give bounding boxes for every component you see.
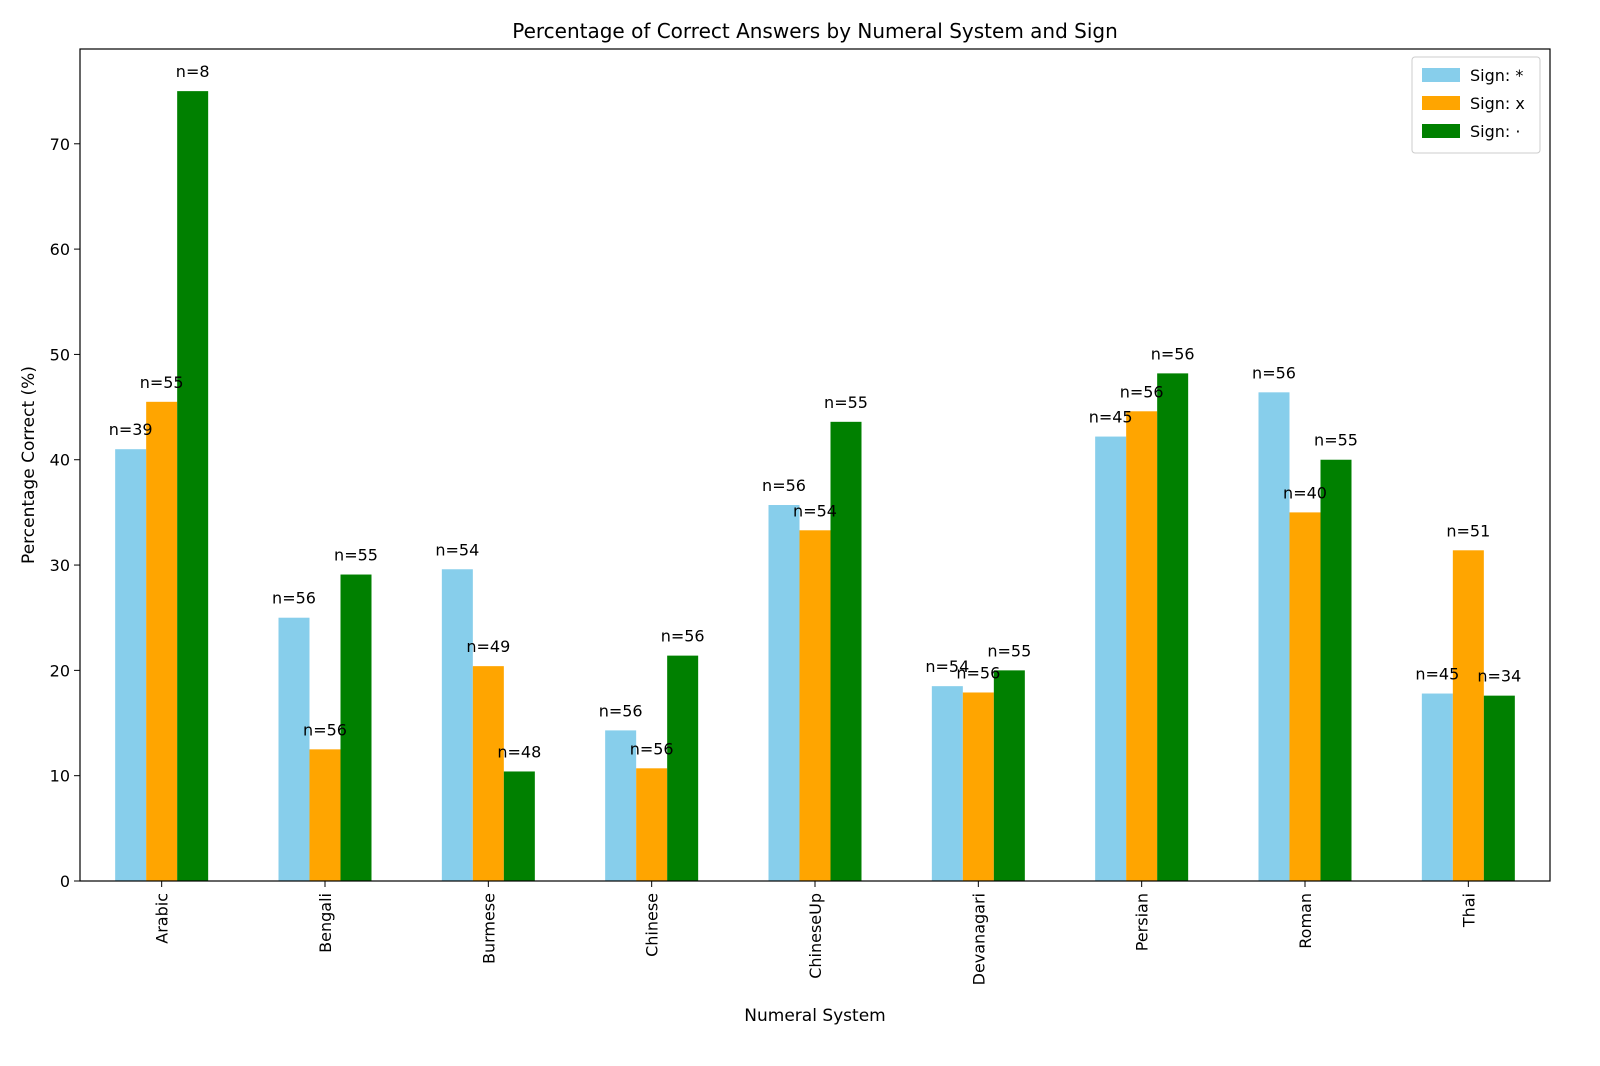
bar	[503, 771, 535, 881]
bar	[146, 401, 178, 881]
data-label: n=51	[1446, 521, 1490, 540]
bar	[1289, 512, 1321, 881]
y-tick-label: 70	[50, 135, 70, 154]
legend-swatch	[1422, 68, 1460, 82]
bar	[1157, 373, 1189, 881]
data-label: n=56	[303, 720, 347, 739]
y-tick-label: 60	[50, 240, 70, 259]
y-tick-label: 20	[50, 661, 70, 680]
x-tick-label: Chinese	[643, 893, 662, 957]
data-label: n=54	[435, 540, 479, 559]
legend: Sign: * Sign: x Sign: ·	[1411, 56, 1541, 154]
bar	[1095, 436, 1127, 881]
bar	[1452, 550, 1484, 881]
x-tick-label: Persian	[1133, 893, 1152, 951]
data-label: n=55	[334, 546, 378, 565]
data-label: n=48	[497, 742, 541, 761]
x-tick-label: Bengali	[316, 893, 335, 953]
bar	[1320, 459, 1352, 881]
y-tick-label: 30	[50, 556, 70, 575]
bar	[830, 421, 862, 881]
bar	[340, 574, 372, 881]
bar	[1421, 693, 1453, 881]
data-label: n=39	[109, 420, 153, 439]
bar	[1126, 411, 1158, 881]
data-label: n=40	[1283, 483, 1327, 502]
bar	[636, 768, 668, 881]
y-tick-label: 50	[50, 345, 70, 364]
bar	[768, 505, 800, 881]
data-label: n=49	[466, 637, 510, 656]
y-axis-label: Percentage Correct (%)	[19, 366, 39, 564]
data-label: n=8	[176, 62, 210, 81]
data-label: n=56	[272, 589, 316, 608]
bar	[441, 569, 473, 881]
data-label: n=45	[1415, 665, 1459, 684]
bar	[115, 449, 147, 881]
bar	[278, 617, 310, 881]
bar	[472, 666, 504, 881]
x-tick-label: Devanagari	[969, 893, 988, 985]
data-label: n=55	[824, 393, 868, 412]
bar	[1483, 695, 1515, 881]
data-label: n=55	[140, 373, 184, 392]
data-labels-layer: n=39n=55n=8n=56n=56n=55 n=54n=49n=48n=56n…	[109, 62, 1522, 761]
bar	[962, 692, 994, 881]
bar	[177, 91, 209, 881]
data-label: n=54	[925, 657, 969, 676]
bar	[309, 749, 341, 881]
y-tick-label: 0	[60, 872, 70, 891]
data-label: n=45	[1089, 408, 1133, 427]
bar	[667, 655, 699, 881]
data-label: n=56	[630, 739, 674, 758]
data-label: n=56	[1252, 363, 1296, 382]
y-axis: 0 10 20 30 40 50 60 70	[50, 135, 80, 891]
data-label: n=55	[987, 641, 1031, 660]
legend-swatch	[1422, 96, 1460, 110]
data-label: n=56	[599, 701, 643, 720]
x-axis-label: Numeral System	[744, 1006, 885, 1026]
bars-layer	[115, 91, 1515, 881]
x-tick-label: Thai	[1459, 893, 1478, 928]
legend-swatch	[1422, 124, 1460, 138]
legend-label: Sign: ·	[1470, 122, 1520, 141]
x-tick-label: ChineseUp	[806, 893, 825, 979]
bar	[799, 530, 831, 881]
x-tick-label: Arabic	[153, 893, 172, 944]
data-label: n=56	[956, 663, 1000, 682]
data-label: n=56	[762, 476, 806, 495]
y-tick-label: 10	[50, 767, 70, 786]
bar	[1258, 392, 1290, 881]
data-label: n=54	[793, 501, 837, 520]
legend-label: Sign: *	[1470, 66, 1523, 85]
y-tick-label: 40	[50, 451, 70, 470]
bar	[605, 730, 637, 881]
chart-title: Percentage of Correct Answers by Numeral…	[512, 19, 1118, 43]
data-label: n=55	[1314, 431, 1358, 450]
data-label: n=56	[1151, 344, 1195, 363]
bar	[993, 670, 1025, 881]
legend-label: Sign: x	[1470, 94, 1525, 113]
data-label: n=56	[661, 627, 705, 646]
data-label: n=34	[1477, 667, 1521, 686]
data-label: n=56	[1120, 382, 1164, 401]
x-tick-label: Burmese	[479, 893, 498, 964]
bar	[931, 686, 963, 881]
x-tick-label: Roman	[1296, 893, 1315, 949]
x-axis: Arabic Bengali Burmese Chinese ChineseUp Deva…	[153, 881, 1478, 985]
